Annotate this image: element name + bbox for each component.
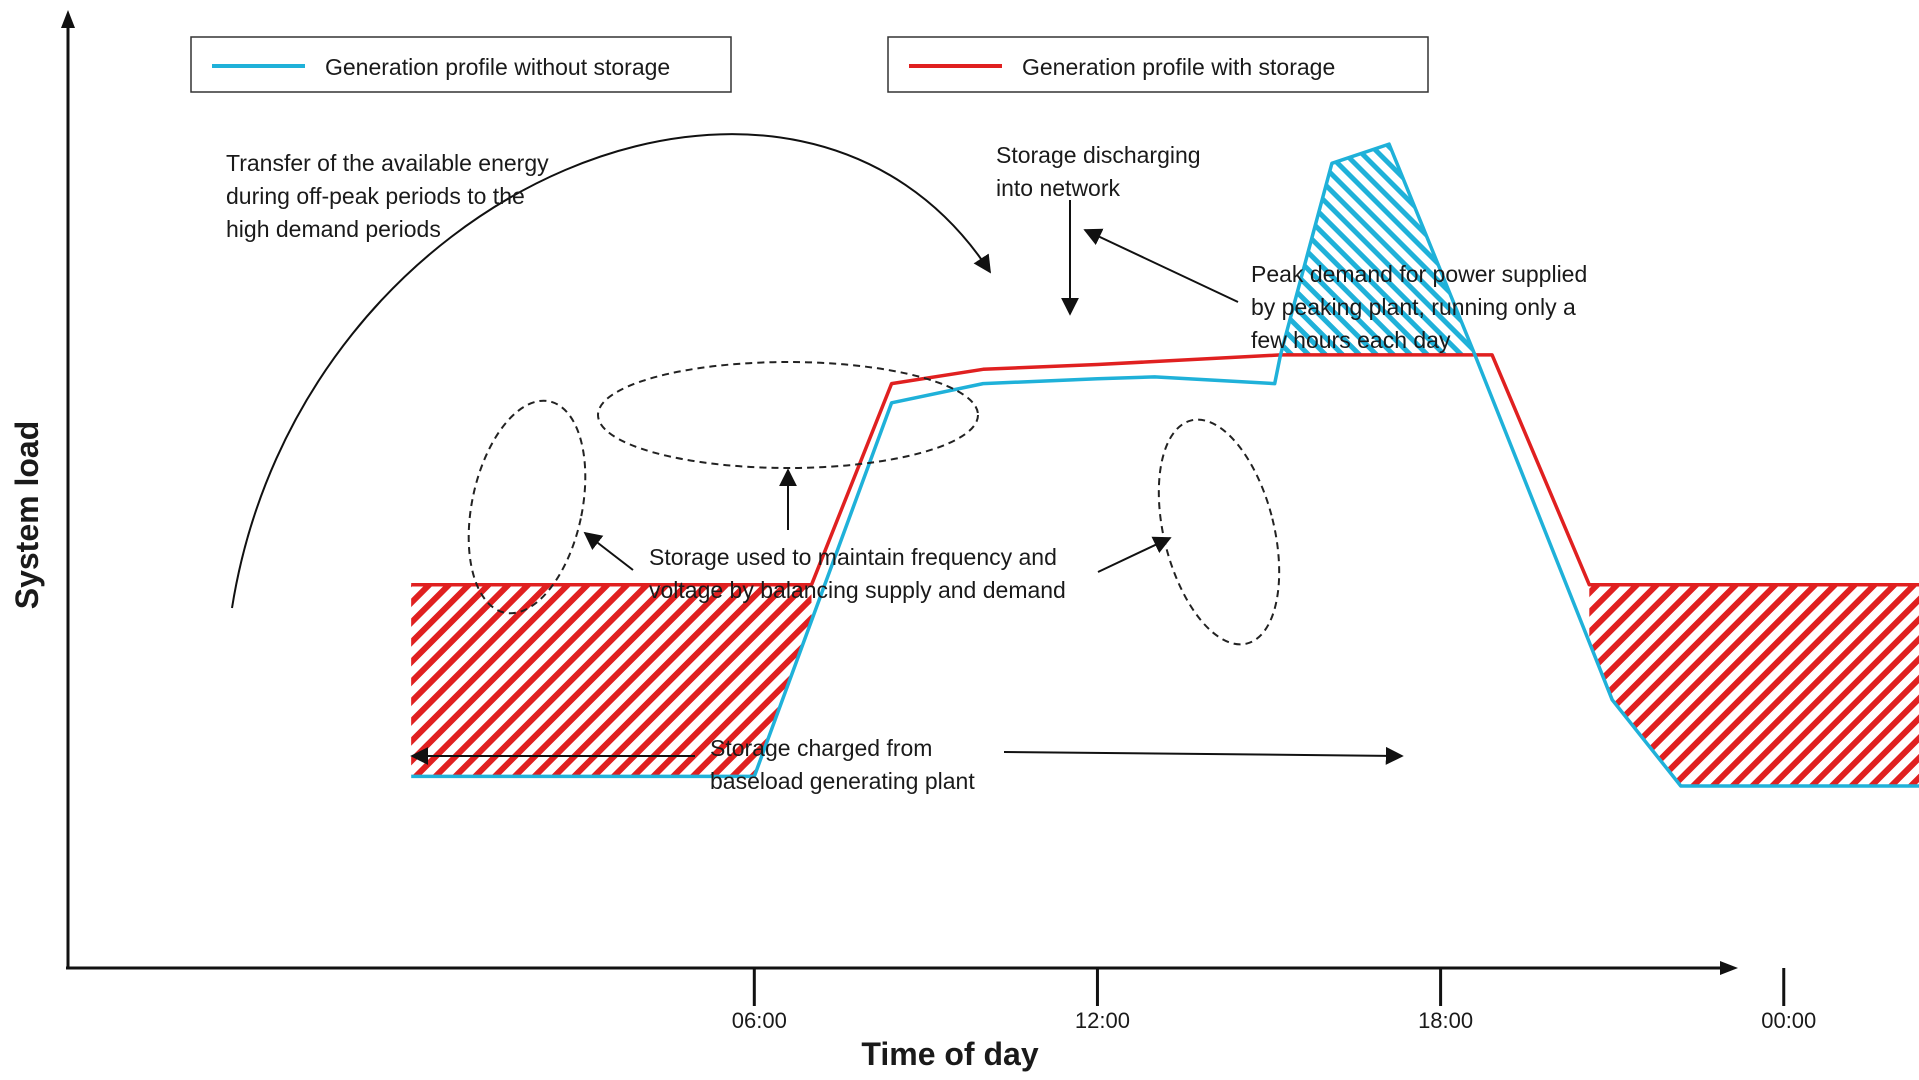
balance-arrow-right bbox=[1097, 536, 1172, 573]
x-tick-label: 00:00 bbox=[1761, 1008, 1816, 1033]
annotation-line: Storage charged from bbox=[710, 735, 932, 761]
annotation-line: Storage used to maintain frequency and bbox=[649, 544, 1057, 570]
annotation-arrows bbox=[231, 133, 1404, 765]
x-axis-arrowhead bbox=[1720, 961, 1738, 975]
annotation-line: few hours each day bbox=[1251, 327, 1451, 353]
y-axis-arrowhead bbox=[61, 10, 75, 28]
annotation-transfer: Transfer of the available energy during … bbox=[226, 150, 555, 242]
x-ticks: 06:00 12:00 18:00 00:00 bbox=[732, 968, 1816, 1033]
axes bbox=[61, 10, 1738, 975]
annotation-line: voltage by balancing supply and demand bbox=[649, 577, 1066, 603]
legend-item-with-storage: Generation profile with storage bbox=[887, 36, 1429, 93]
annotations: Transfer of the available energy during … bbox=[226, 142, 1594, 794]
balance-arrow-left bbox=[583, 531, 634, 571]
series-line-with-storage bbox=[411, 353, 1919, 587]
annotation-peak: Peak demand for power supplied by peakin… bbox=[1251, 261, 1594, 353]
legend: Generation profile without storage Gener… bbox=[190, 36, 1429, 93]
annotation-line: high demand periods bbox=[226, 216, 441, 242]
peak-arrow bbox=[1083, 228, 1239, 303]
discharge-region bbox=[1280, 144, 1475, 355]
annotation-line: by peaking plant, running only a bbox=[1251, 294, 1576, 320]
series-line-without-storage bbox=[411, 142, 1919, 788]
annotation-line: into network bbox=[996, 175, 1121, 201]
annotation-line: Storage discharging bbox=[996, 142, 1201, 168]
annotation-discharge: Storage discharging into network bbox=[996, 142, 1207, 201]
annotation-charge: Storage charged from baseload generating… bbox=[710, 735, 975, 794]
x-axis-title: Time of day bbox=[861, 1036, 1038, 1072]
x-tick-label: 18:00 bbox=[1418, 1008, 1473, 1033]
charge-arrow-right bbox=[1003, 746, 1404, 765]
legend-label: Generation profile without storage bbox=[325, 54, 670, 80]
charge-region-0 bbox=[411, 584, 812, 777]
highlight-ellipse-midday bbox=[597, 361, 979, 469]
series-lines bbox=[411, 142, 1919, 788]
legend-item-without-storage: Generation profile without storage bbox=[190, 36, 732, 93]
annotation-line: Transfer of the available energy bbox=[226, 150, 549, 176]
shaded-regions bbox=[411, 144, 1919, 786]
transfer-arc-arrow bbox=[231, 133, 991, 609]
legend-label: Generation profile with storage bbox=[1022, 54, 1335, 80]
annotation-balance: Storage used to maintain frequency and v… bbox=[649, 544, 1066, 603]
x-tick-label: 06:00 bbox=[732, 1008, 787, 1033]
highlight-ellipse-evening-ramp bbox=[1157, 418, 1281, 646]
y-axis-title: System load bbox=[9, 421, 45, 610]
charge-region-1 bbox=[1589, 584, 1919, 786]
annotation-line: baseload generating plant bbox=[710, 768, 975, 794]
x-tick-label: 12:00 bbox=[1075, 1008, 1130, 1033]
annotation-line: during off-peak periods to the bbox=[226, 183, 525, 209]
annotation-line: Peak demand for power supplied bbox=[1251, 261, 1587, 287]
